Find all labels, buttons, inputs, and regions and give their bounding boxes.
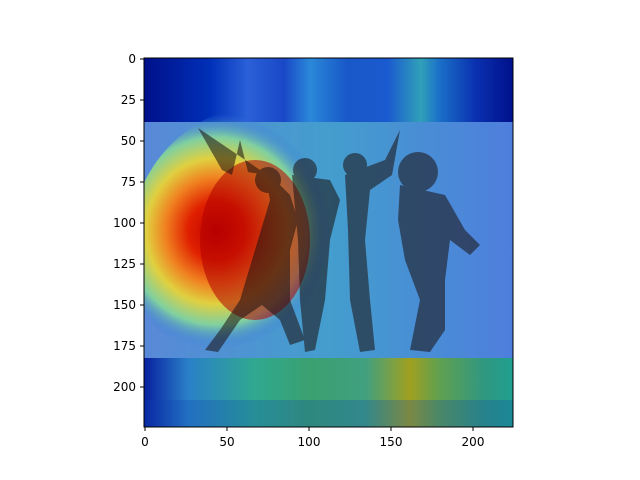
y-tick-label: 150 (113, 298, 136, 312)
y-tick-label: 175 (113, 339, 136, 353)
y-tick-label: 50 (121, 134, 136, 148)
y-tick-label: 100 (113, 216, 136, 230)
x-axis: 0 50 100 150 200 (141, 427, 484, 449)
y-axis: 0 25 50 75 100 125 150 175 200 (113, 52, 144, 394)
y-tick-label: 25 (121, 93, 136, 107)
x-tick-label: 50 (219, 435, 234, 449)
heatmap-image (144, 58, 513, 427)
axes-frame (143, 57, 514, 428)
x-tick-label: 0 (141, 435, 149, 449)
x-tick-label: 200 (462, 435, 485, 449)
y-tick-label: 0 (128, 52, 136, 66)
x-tick-label: 100 (298, 435, 321, 449)
x-tick-label: 150 (380, 435, 403, 449)
people-silhouettes (198, 128, 480, 352)
y-tick-label: 200 (113, 380, 136, 394)
y-tick-label: 125 (113, 257, 136, 271)
y-tick-label: 75 (121, 175, 136, 189)
